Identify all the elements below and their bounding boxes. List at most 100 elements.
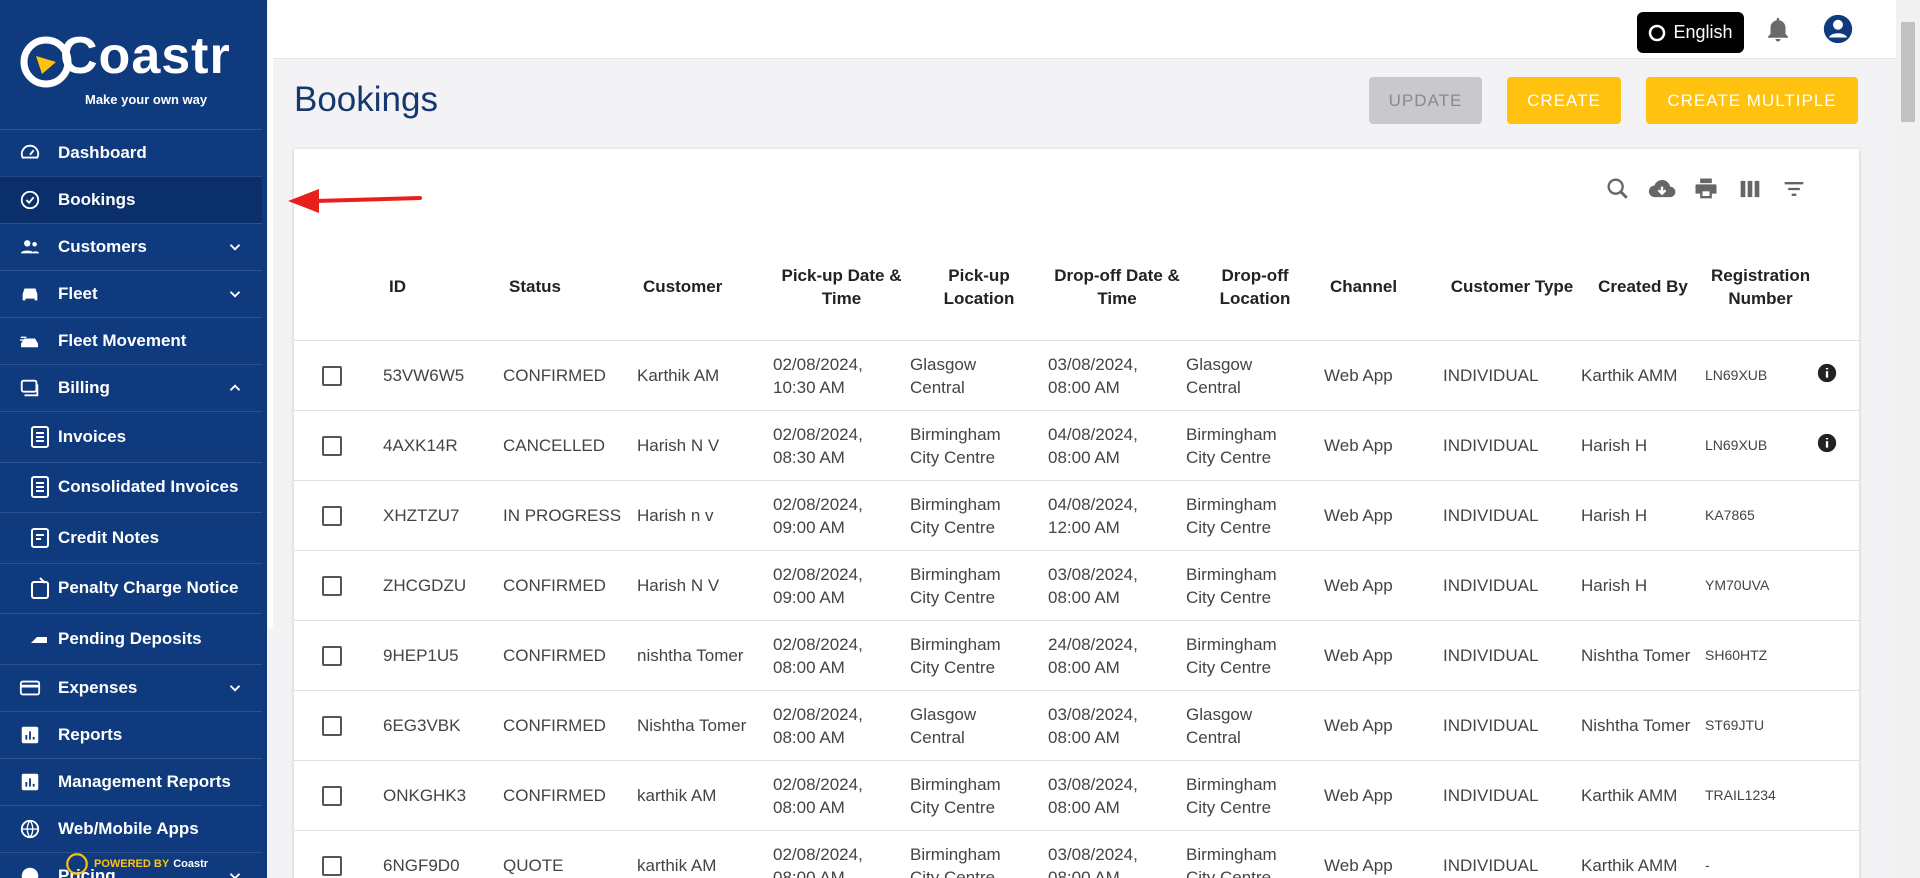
column-header[interactable]: Customer Type bbox=[1443, 233, 1581, 341]
table-cell: Karthik AMM bbox=[1581, 830, 1705, 878]
nav-item[interactable]: Bookings bbox=[0, 176, 262, 223]
actions-cell bbox=[1816, 480, 1859, 551]
brand: Coastr bbox=[60, 27, 231, 85]
nav-label: Pending Deposits bbox=[58, 628, 202, 648]
table-cell: YM70UVA bbox=[1705, 550, 1816, 621]
nav-item[interactable]: Billing bbox=[0, 364, 262, 411]
nav-item[interactable]: Pending Deposits bbox=[0, 613, 262, 664]
search-icon[interactable] bbox=[1604, 175, 1632, 203]
nav-item[interactable]: Web/Mobile Apps bbox=[0, 804, 262, 852]
column-header[interactable]: Drop-off Date & Time bbox=[1048, 233, 1186, 341]
table-cell: 24/08/2024, 08:00 AM bbox=[1048, 620, 1186, 691]
row-checkbox[interactable] bbox=[322, 365, 342, 386]
table-cell: Birmingham City Centre bbox=[910, 760, 1048, 831]
nav-label: Invoices bbox=[58, 426, 127, 446]
column-header[interactable]: Pick-up Date & Time bbox=[773, 233, 910, 341]
column-header[interactable]: ID bbox=[383, 233, 503, 341]
table-cell: Birmingham City Centre bbox=[910, 410, 1048, 481]
column-header[interactable]: Pick-up Location bbox=[910, 233, 1048, 341]
row-checkbox[interactable] bbox=[322, 435, 342, 456]
table-cell: INDIVIDUAL bbox=[1443, 690, 1581, 761]
column-header[interactable]: Created By bbox=[1581, 233, 1705, 341]
row-checkbox[interactable] bbox=[322, 505, 342, 526]
tagline: Make your own way bbox=[85, 92, 208, 107]
table-row: 6EG3VBK CONFIRMED Nishtha Tomer 02/08/2024,… bbox=[294, 690, 1859, 761]
column-header[interactable]: Customer bbox=[637, 233, 773, 341]
table-cell: INDIVIDUAL bbox=[1443, 830, 1581, 878]
table-cell: Glasgow Central bbox=[1186, 340, 1324, 411]
row-checkbox[interactable] bbox=[322, 785, 342, 806]
table-cell: 03/08/2024, 08:00 AM bbox=[1048, 340, 1186, 411]
nav-item[interactable]: Consolidated Invoices bbox=[0, 461, 262, 513]
scroll-thumb[interactable] bbox=[1901, 22, 1915, 122]
table-cell: Web App bbox=[1324, 760, 1443, 831]
account-icon[interactable] bbox=[1821, 12, 1855, 46]
table-cell: 04/08/2024, 08:00 AM bbox=[1048, 410, 1186, 481]
columns-icon[interactable] bbox=[1736, 175, 1764, 203]
column-header[interactable]: Status bbox=[503, 233, 637, 341]
nav-item[interactable]: Penalty Charge Notice bbox=[0, 562, 262, 614]
row-checkbox[interactable] bbox=[322, 855, 342, 876]
actions-cell bbox=[1816, 410, 1859, 481]
table-cell: 9HEP1U5 bbox=[383, 620, 503, 691]
language-button[interactable]: English bbox=[1637, 12, 1744, 53]
nav-item[interactable]: Expenses bbox=[0, 663, 262, 711]
nav-item[interactable]: Reports bbox=[0, 710, 262, 758]
nav-label: Credit Notes bbox=[58, 527, 160, 547]
download-icon[interactable] bbox=[1648, 175, 1676, 203]
nav-item[interactable]: Fleet bbox=[0, 270, 262, 317]
table-cell: ZHCGDZU bbox=[383, 550, 503, 621]
nav-label: Penalty Charge Notice bbox=[58, 578, 239, 598]
create-multiple-button[interactable]: CREATE MULTIPLE bbox=[1646, 77, 1858, 124]
table-cell: Birmingham City Centre bbox=[1186, 480, 1324, 551]
table-cell: Harish H bbox=[1581, 550, 1705, 621]
actions-cell bbox=[1816, 340, 1859, 411]
nav-item[interactable]: Invoices bbox=[0, 411, 262, 462]
notifications-icon[interactable] bbox=[1763, 14, 1793, 44]
table-cell: SH60HTZ bbox=[1705, 620, 1816, 691]
table-cell: INDIVIDUAL bbox=[1443, 480, 1581, 551]
info-icon[interactable] bbox=[1816, 432, 1838, 454]
table-toolbar bbox=[1604, 175, 1808, 203]
nav-item[interactable]: Management Reports bbox=[0, 757, 262, 805]
create-button[interactable]: CREATE bbox=[1507, 77, 1621, 124]
table-cell: 53VW6W5 bbox=[383, 340, 503, 411]
table-cell: Birmingham City Centre bbox=[1186, 410, 1324, 481]
select-cell bbox=[294, 340, 383, 411]
nav-item[interactable]: Customers bbox=[0, 223, 262, 270]
nav-label: Expenses bbox=[58, 677, 138, 697]
actions-cell bbox=[1816, 830, 1859, 878]
column-header[interactable]: Drop-off Location bbox=[1186, 233, 1324, 341]
row-checkbox[interactable] bbox=[322, 645, 342, 666]
table-cell: Karthik AM bbox=[637, 340, 773, 411]
column-header[interactable]: Channel bbox=[1324, 233, 1443, 341]
table-cell: 02/08/2024, 10:30 AM bbox=[773, 340, 910, 411]
actions-cell bbox=[1816, 760, 1859, 831]
table-cell: 03/08/2024, 08:00 AM bbox=[1048, 830, 1186, 878]
table-cell: 4AXK14R bbox=[383, 410, 503, 481]
table-cell: Birmingham City Centre bbox=[910, 830, 1048, 878]
table-cell: Web App bbox=[1324, 690, 1443, 761]
nav: Dashboard Bookings Customers Fleet Fleet… bbox=[0, 129, 262, 878]
row-checkbox[interactable] bbox=[322, 575, 342, 596]
nav-item[interactable]: Credit Notes bbox=[0, 512, 262, 563]
table-row: ONKGHK3 CONFIRMED karthik AM 02/08/2024, 08… bbox=[294, 760, 1859, 831]
column-header[interactable]: Registration Number bbox=[1705, 233, 1816, 341]
table-cell: Nishtha Tomer bbox=[1581, 690, 1705, 761]
print-icon[interactable] bbox=[1692, 175, 1720, 203]
table-cell: Harish N V bbox=[637, 410, 773, 481]
nav-item[interactable]: Dashboard bbox=[0, 129, 262, 176]
nav-item[interactable]: Fleet Movement bbox=[0, 317, 262, 364]
info-icon[interactable] bbox=[1816, 362, 1838, 384]
table-cell: XHZTZU7 bbox=[383, 480, 503, 551]
update-button[interactable]: UPDATE bbox=[1369, 77, 1482, 124]
select-cell bbox=[294, 480, 383, 551]
table-cell: CANCELLED bbox=[503, 410, 637, 481]
table-cell: CONFIRMED bbox=[503, 550, 637, 621]
filter-icon[interactable] bbox=[1780, 175, 1808, 203]
table-cell: Birmingham City Centre bbox=[1186, 760, 1324, 831]
page-title: Bookings bbox=[294, 80, 438, 119]
sidebar: Coastr Make your own way Dashboard Booki… bbox=[0, 0, 267, 878]
row-checkbox[interactable] bbox=[322, 715, 342, 736]
nav-label: Dashboard bbox=[58, 143, 147, 162]
